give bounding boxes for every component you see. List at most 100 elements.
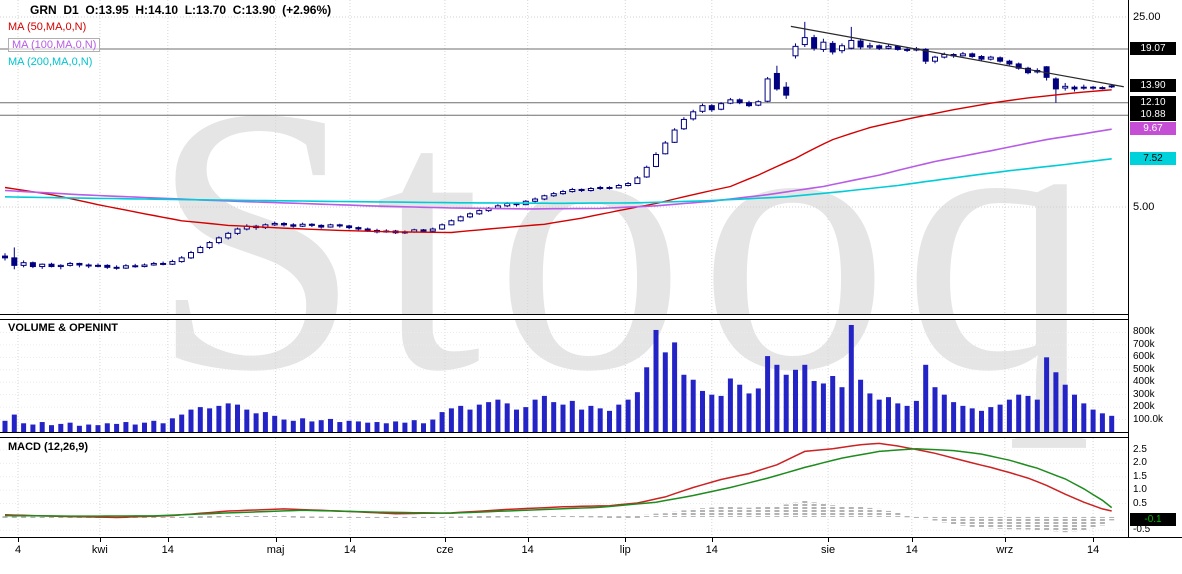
macd-signal-line — [4, 447, 1113, 517]
volume-tick-label: 700k — [1133, 338, 1155, 350]
macd-hist-bar — [625, 516, 631, 519]
candle — [188, 250, 194, 259]
date-tick-mark — [625, 538, 627, 542]
macd-hist-bar — [95, 516, 101, 519]
volume-bar — [718, 395, 724, 432]
date-axis: 4 kwi 14 maj 14 cze 14 lip 14 sie 14 wrz 14 — [0, 538, 1182, 574]
volume-bar — [597, 408, 603, 432]
macd-hist-bar — [300, 516, 306, 519]
macd-hist-bar — [421, 516, 426, 519]
volume-bar — [923, 364, 929, 432]
candle — [997, 56, 1004, 63]
date-tick-label: 14 — [705, 544, 718, 556]
macd-hist-bar — [951, 516, 957, 525]
volume-bar — [569, 400, 575, 432]
macd-panel-label: MACD (12,26,9) — [8, 441, 89, 453]
candle — [2, 253, 8, 261]
volume-bar — [21, 423, 27, 432]
volume-tick-label: 600k — [1133, 351, 1155, 363]
macd-hist-bar — [67, 516, 73, 519]
candle — [234, 227, 241, 235]
volume-bar — [1044, 357, 1050, 432]
volume-bar — [802, 364, 808, 432]
candle — [318, 224, 325, 229]
macd-hist-bar — [895, 512, 901, 517]
candle — [467, 212, 473, 219]
macd-hist-bar — [737, 507, 743, 517]
date-tick-mark — [1004, 538, 1006, 542]
candle — [1025, 66, 1031, 75]
candle — [662, 140, 669, 155]
date-tick-mark — [711, 538, 713, 542]
date-tick-label: lip — [619, 544, 631, 556]
volume-bar — [532, 399, 538, 432]
volume-bar — [2, 420, 8, 432]
price-axis-gutter: 25.00 5.00 19.07 13.90 12.10 10.88 9.67 7.52 800… — [1128, 0, 1182, 537]
volume-bar — [290, 420, 296, 432]
macd-hist-bar — [793, 502, 798, 517]
macd-hist-bar — [476, 516, 482, 519]
volume-bar — [913, 400, 919, 432]
volume-tick-label: 100.0k — [1133, 413, 1164, 425]
macd-hist-bar — [58, 516, 64, 519]
macd-hist-bar — [225, 515, 231, 518]
macd-hist-bar — [867, 507, 873, 517]
candle — [1052, 77, 1059, 103]
macd-hist-bar — [309, 516, 315, 519]
candle — [113, 265, 120, 270]
candle — [615, 183, 622, 189]
volume-bar — [820, 383, 826, 432]
macd-hist-bar — [848, 506, 854, 517]
volume-tick-label: 200k — [1133, 401, 1155, 413]
macd-hist-bar — [709, 507, 715, 517]
volume-bar — [476, 404, 482, 432]
volume-bar — [1016, 394, 1022, 432]
candle — [1099, 86, 1106, 90]
candle — [1015, 62, 1022, 70]
volume-bar — [700, 390, 705, 432]
candle — [643, 165, 650, 178]
macd-hist-bar — [960, 516, 966, 526]
candle — [811, 34, 818, 51]
candle — [299, 222, 306, 228]
macd-hist-bar — [551, 515, 557, 518]
macd-hist-bar — [830, 505, 836, 517]
candle — [690, 109, 697, 121]
macd-hist-bar — [39, 516, 45, 519]
candle — [1108, 84, 1115, 89]
candle — [625, 182, 632, 187]
price-badge: 7.52 — [1130, 151, 1176, 165]
date-tick-mark — [444, 538, 446, 542]
volume-bar — [616, 404, 622, 432]
candle — [355, 226, 362, 231]
candle — [160, 261, 167, 266]
date-tick-label: 14 — [521, 544, 534, 556]
macd-hist-bar — [1072, 516, 1077, 532]
volume-bar — [607, 410, 612, 432]
volume-bar — [793, 369, 798, 432]
volume-bar — [49, 425, 54, 432]
volume-bar — [430, 419, 436, 432]
candle — [746, 100, 752, 108]
volume-bar — [225, 403, 231, 432]
macd-value-badge: -0.1 — [1130, 512, 1176, 526]
macd-hist-bar — [244, 515, 250, 518]
volume-tick-label: 400k — [1133, 376, 1155, 388]
volume-bar — [727, 378, 733, 432]
date-tick-label: maj — [266, 544, 285, 556]
candle — [122, 264, 129, 269]
volume-bar — [1006, 399, 1012, 432]
macd-hist-bar — [969, 516, 975, 527]
date-tick-mark — [99, 538, 101, 542]
date-tick-mark — [275, 538, 277, 542]
macd-line — [4, 442, 1112, 519]
macd-hist-bar — [718, 506, 724, 517]
candle — [866, 42, 873, 49]
macd-hist-bar — [355, 516, 361, 519]
volume-bar — [346, 420, 352, 432]
volume-bar — [690, 379, 696, 432]
macd-hist-bar — [858, 506, 864, 517]
macd-hist-bar — [616, 516, 622, 519]
macd-hist-bar — [374, 516, 380, 519]
ma50-line — [4, 89, 1112, 234]
